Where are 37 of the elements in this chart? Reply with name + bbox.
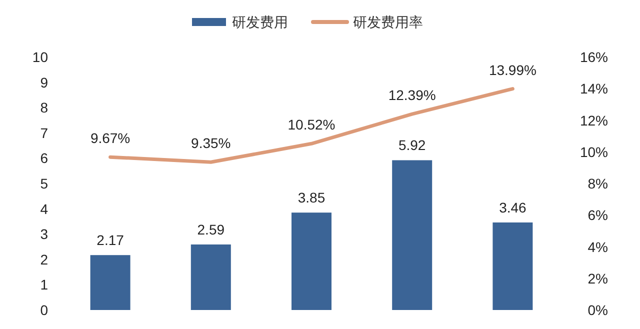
- y-tick-label: 7: [40, 124, 48, 141]
- y2-tick-label: 16%: [580, 49, 608, 65]
- data-label: 5.92: [398, 137, 426, 154]
- data-label: 2.59: [197, 221, 225, 238]
- y2-tick-label: 6%: [588, 207, 608, 224]
- y-tick-label: 4: [40, 200, 48, 217]
- bar: [492, 222, 533, 310]
- bar: [292, 212, 332, 310]
- bar: [392, 160, 432, 310]
- y-tick-label: 6: [40, 150, 48, 166]
- y2-tick-label: 10%: [580, 144, 608, 160]
- y-tick-label: 1: [40, 276, 48, 293]
- y2-tick-label: 4%: [588, 238, 608, 255]
- y-tick-label: 9: [40, 74, 48, 90]
- y2-tick-label: 0%: [588, 302, 608, 318]
- y-tick-label: 10: [32, 49, 48, 65]
- y2-tick-label: 12%: [580, 112, 608, 128]
- data-label: 9.67%: [90, 130, 130, 146]
- y-tick-label: 2: [40, 251, 48, 268]
- y2-tick-label: 14%: [580, 80, 608, 97]
- data-label: 12.39%: [388, 87, 436, 104]
- y-tick-label: 3: [40, 226, 48, 242]
- y2-tick-label: 8%: [588, 176, 608, 192]
- data-label: 3.85: [298, 190, 326, 206]
- bar: [90, 255, 130, 310]
- y2-tick-label: 2%: [588, 270, 608, 286]
- data-label: 13.99%: [488, 62, 536, 78]
- y-tick-label: 5: [40, 176, 48, 192]
- y-tick-label: 0: [40, 302, 48, 318]
- data-label: 9.35%: [191, 135, 231, 152]
- legend-label: 研发费用率: [353, 14, 423, 30]
- legend-label: 研发费用: [232, 14, 288, 30]
- data-label: 3.46: [499, 199, 527, 216]
- data-label: 2.17: [96, 232, 124, 248]
- data-label: 10.52%: [288, 116, 336, 133]
- bar: [190, 244, 231, 310]
- y-tick-label: 8: [40, 100, 48, 116]
